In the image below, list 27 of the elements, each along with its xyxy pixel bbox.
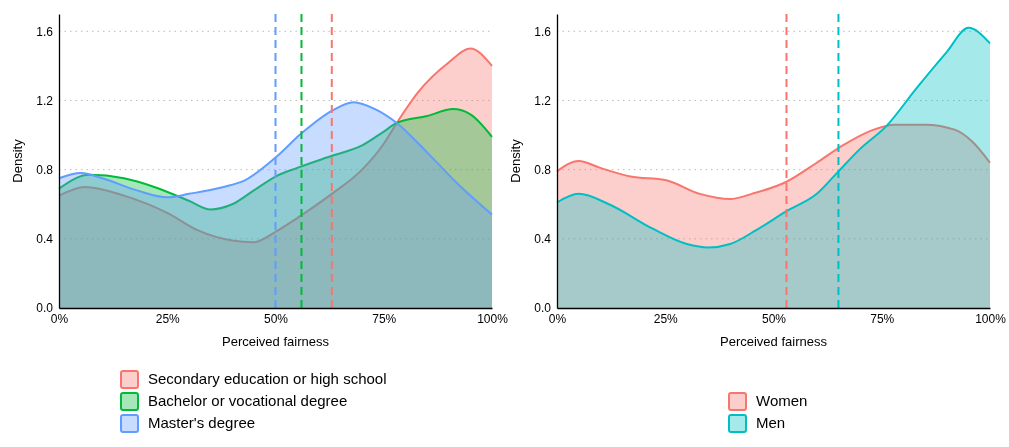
legend-label: Bachelor or vocational degree — [148, 392, 348, 409]
legend-label: Master's degree — [148, 414, 256, 431]
x-tick-label: 0% — [50, 311, 69, 326]
y-tick-label: 1.2 — [534, 93, 552, 108]
x-axis-title: Perceived fairness — [222, 334, 330, 349]
y-tick-label: 1.6 — [534, 24, 552, 39]
x-tick-label: 75% — [870, 311, 895, 326]
x-axis-title: Perceived fairness — [720, 334, 828, 349]
legend-label: Men — [756, 414, 786, 431]
y-axis-title: Density — [10, 138, 25, 183]
y-tick-label: 0.8 — [36, 162, 54, 177]
x-tick-label: 25% — [653, 311, 679, 326]
legend-label: Women — [756, 392, 808, 409]
x-tick-label: 0% — [548, 311, 567, 326]
legend-label: Secondary education or high school — [148, 370, 387, 387]
y-axis-title: Density — [508, 138, 523, 183]
x-tick-label: 100% — [975, 311, 1007, 326]
y-tick-label: 0.4 — [534, 232, 552, 247]
x-tick-label: 25% — [155, 311, 181, 326]
x-tick-label: 50% — [263, 311, 289, 326]
y-tick-label: 0.4 — [36, 232, 54, 247]
x-tick-label: 50% — [761, 311, 787, 326]
y-tick-label: 0.8 — [534, 162, 552, 177]
y-tick-label: 1.6 — [36, 24, 54, 39]
y-tick-label: 1.2 — [36, 93, 54, 108]
x-tick-label: 100% — [477, 311, 509, 326]
x-tick-label: 75% — [372, 311, 397, 326]
